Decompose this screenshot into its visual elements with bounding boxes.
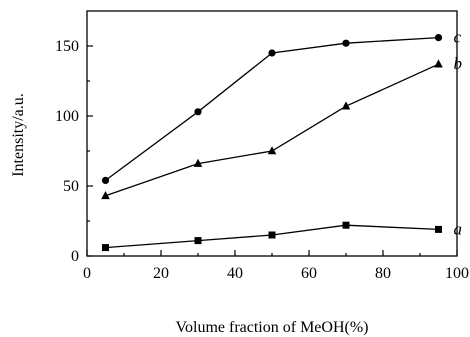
series-label-b: b [454, 54, 463, 73]
series-labels: a bc [454, 28, 463, 239]
series-line-b [105, 63, 439, 197]
data-point-b [434, 59, 443, 68]
series-label-a: a [454, 219, 463, 238]
data-point-a [102, 244, 109, 252]
x-axis-title: Volume fraction of MeOH(%) [176, 319, 369, 336]
y-tick-label: 150 [55, 38, 79, 55]
data-point-c [194, 108, 202, 116]
x-tick-label: 40 [227, 265, 243, 282]
x-tick-label: 60 [301, 265, 317, 282]
data-point-a [194, 237, 202, 245]
data-point-c [434, 34, 443, 42]
x-tick-label: 100 [445, 265, 469, 282]
data-point-a [342, 221, 350, 229]
data-point-b [193, 158, 203, 167]
x-tick-label: 80 [375, 265, 391, 282]
y-axis-title: Intensity/a.u. [10, 93, 27, 177]
series-label-c: c [454, 28, 462, 47]
series-lines [105, 36, 439, 249]
data-point-b [101, 191, 110, 200]
data-point-b [267, 146, 277, 155]
x-tick-label: 20 [153, 265, 169, 282]
data-point-a [268, 231, 276, 239]
x-tick-label: 0 [83, 265, 91, 282]
data-point-b [341, 101, 351, 110]
data-point-c [268, 49, 276, 57]
axis-ticks: 0 20 40 60 80 100 0 50 100 150 [55, 38, 469, 282]
y-tick-label: 50 [63, 178, 79, 195]
y-tick-label: 100 [55, 108, 79, 125]
data-point-c [101, 176, 110, 184]
data-markers [101, 34, 443, 252]
series-line-c [105, 36, 439, 181]
data-point-c [342, 39, 350, 47]
plot-frame [86, 10, 458, 257]
y-tick-label: 0 [71, 248, 79, 265]
data-point-a [435, 225, 442, 233]
